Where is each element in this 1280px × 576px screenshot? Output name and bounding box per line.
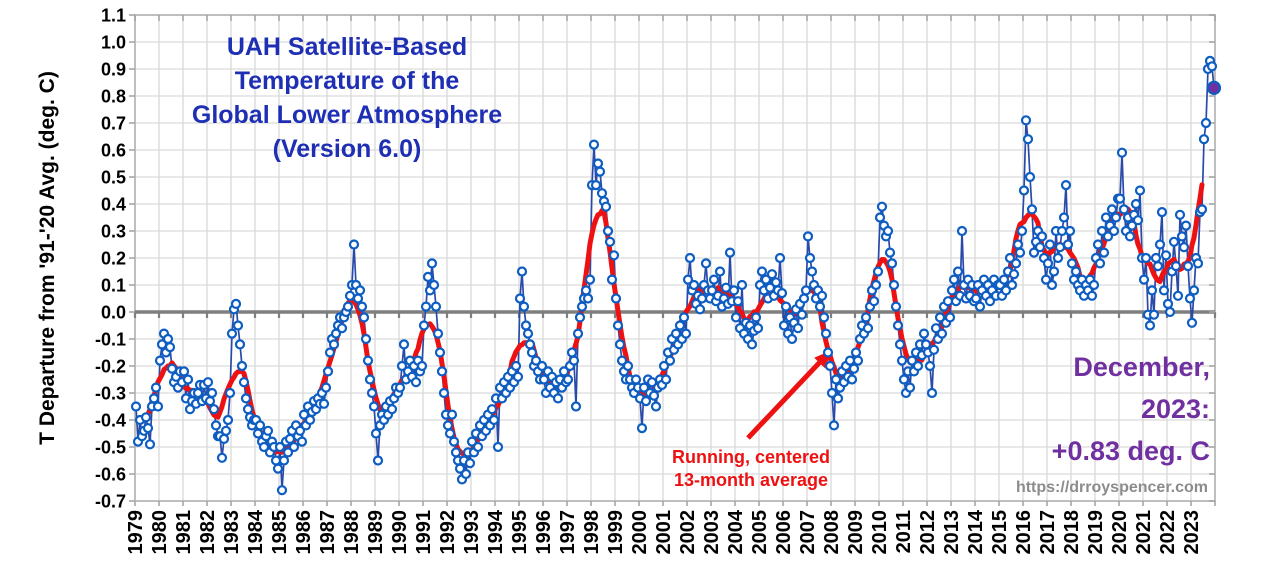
svg-text:0.3: 0.3 [101,222,126,242]
svg-text:2020: 2020 [1109,510,1131,555]
svg-text:2017: 2017 [1037,510,1059,555]
svg-text:2008: 2008 [821,510,843,555]
latest-value-annotation: December, 2023: +0.83 deg. C [810,346,1210,472]
svg-text:1.0: 1.0 [101,33,126,53]
svg-text:0.0: 0.0 [101,303,126,323]
svg-text:1.1: 1.1 [101,6,126,26]
svg-text:2019: 2019 [1085,510,1107,555]
svg-text:1983: 1983 [221,510,243,555]
svg-text:0.8: 0.8 [101,87,126,107]
svg-text:2003: 2003 [701,510,723,555]
svg-text:-0.3: -0.3 [95,384,126,404]
chart-title-line3: Global Lower Atmosphere [191,101,503,129]
svg-text:1986: 1986 [293,510,315,555]
svg-text:1980: 1980 [149,510,171,555]
svg-text:2005: 2005 [749,510,771,555]
svg-text:0.9: 0.9 [101,60,126,80]
latest-value-year: 2023: [1140,394,1210,424]
svg-text:2011: 2011 [893,510,915,553]
smoothed-annotation-line2: 13-month average [673,470,829,490]
svg-text:1992: 1992 [437,510,459,555]
svg-text:1982: 1982 [197,510,219,555]
chart-title-line4: (Version 6.0) [272,135,422,163]
svg-text:0.4: 0.4 [101,195,126,215]
svg-text:2000: 2000 [629,510,651,555]
svg-text:2006: 2006 [773,510,795,555]
smoothed-annotation-line1: Running, centered [671,447,830,467]
svg-text:1988: 1988 [341,510,363,555]
svg-text:2022: 2022 [1157,510,1179,555]
svg-text:2023: 2023 [1181,510,1203,555]
svg-text:-0.1: -0.1 [95,330,126,350]
svg-text:1979: 1979 [125,510,147,555]
chart-title-line1: UAH Satellite-Based [226,33,468,61]
svg-text:2015: 2015 [989,510,1011,555]
svg-text:1987: 1987 [317,510,339,555]
svg-text:2009: 2009 [845,510,867,555]
svg-text:-0.6: -0.6 [95,465,126,485]
svg-text:-0.5: -0.5 [95,438,126,458]
latest-value-month: December, [1073,352,1210,382]
svg-text:2021: 2021 [1133,510,1155,555]
svg-text:-0.4: -0.4 [95,411,126,431]
svg-text:0.7: 0.7 [101,114,126,134]
smoothed-line-annotation: Running, centered 13-month average [631,446,871,492]
svg-text:-0.7: -0.7 [95,492,126,512]
svg-text:1993: 1993 [461,510,483,555]
y-axis-title: T Departure from '91-'20 Avg. (deg. C) [36,71,59,445]
svg-text:1981: 1981 [173,510,195,555]
svg-text:1999: 1999 [605,510,627,555]
svg-text:0.2: 0.2 [101,249,126,269]
svg-text:1994: 1994 [485,509,507,554]
svg-text:2018: 2018 [1061,510,1083,555]
svg-text:2007: 2007 [797,510,819,555]
svg-text:2013: 2013 [941,510,963,555]
svg-text:1996: 1996 [533,510,555,555]
svg-text:1991: 1991 [413,510,435,555]
latest-value-anomaly: +0.83 deg. C [1051,436,1210,466]
svg-text:0.6: 0.6 [101,141,126,161]
svg-text:2002: 2002 [677,510,699,555]
svg-text:1997: 1997 [557,510,579,555]
svg-text:2016: 2016 [1013,510,1035,555]
svg-text:1995: 1995 [509,510,531,555]
chart-title: UAH Satellite-Based Temperature of the G… [167,30,527,166]
svg-text:-0.2: -0.2 [95,357,126,377]
svg-text:1998: 1998 [581,510,603,555]
svg-text:2014: 2014 [965,509,987,554]
svg-text:2010: 2010 [869,510,891,555]
svg-text:1990: 1990 [389,510,411,555]
svg-text:0.1: 0.1 [101,276,126,296]
svg-text:1989: 1989 [365,510,387,555]
chart-title-line2: Temperature of the [234,67,460,95]
svg-text:2012: 2012 [917,510,939,555]
svg-text:2004: 2004 [725,509,747,554]
svg-text:0.5: 0.5 [101,168,126,188]
website-url: https://drroyspencer.com [1015,479,1208,496]
svg-text:2001: 2001 [653,510,675,555]
svg-text:1985: 1985 [269,510,291,555]
svg-text:1984: 1984 [245,509,267,554]
